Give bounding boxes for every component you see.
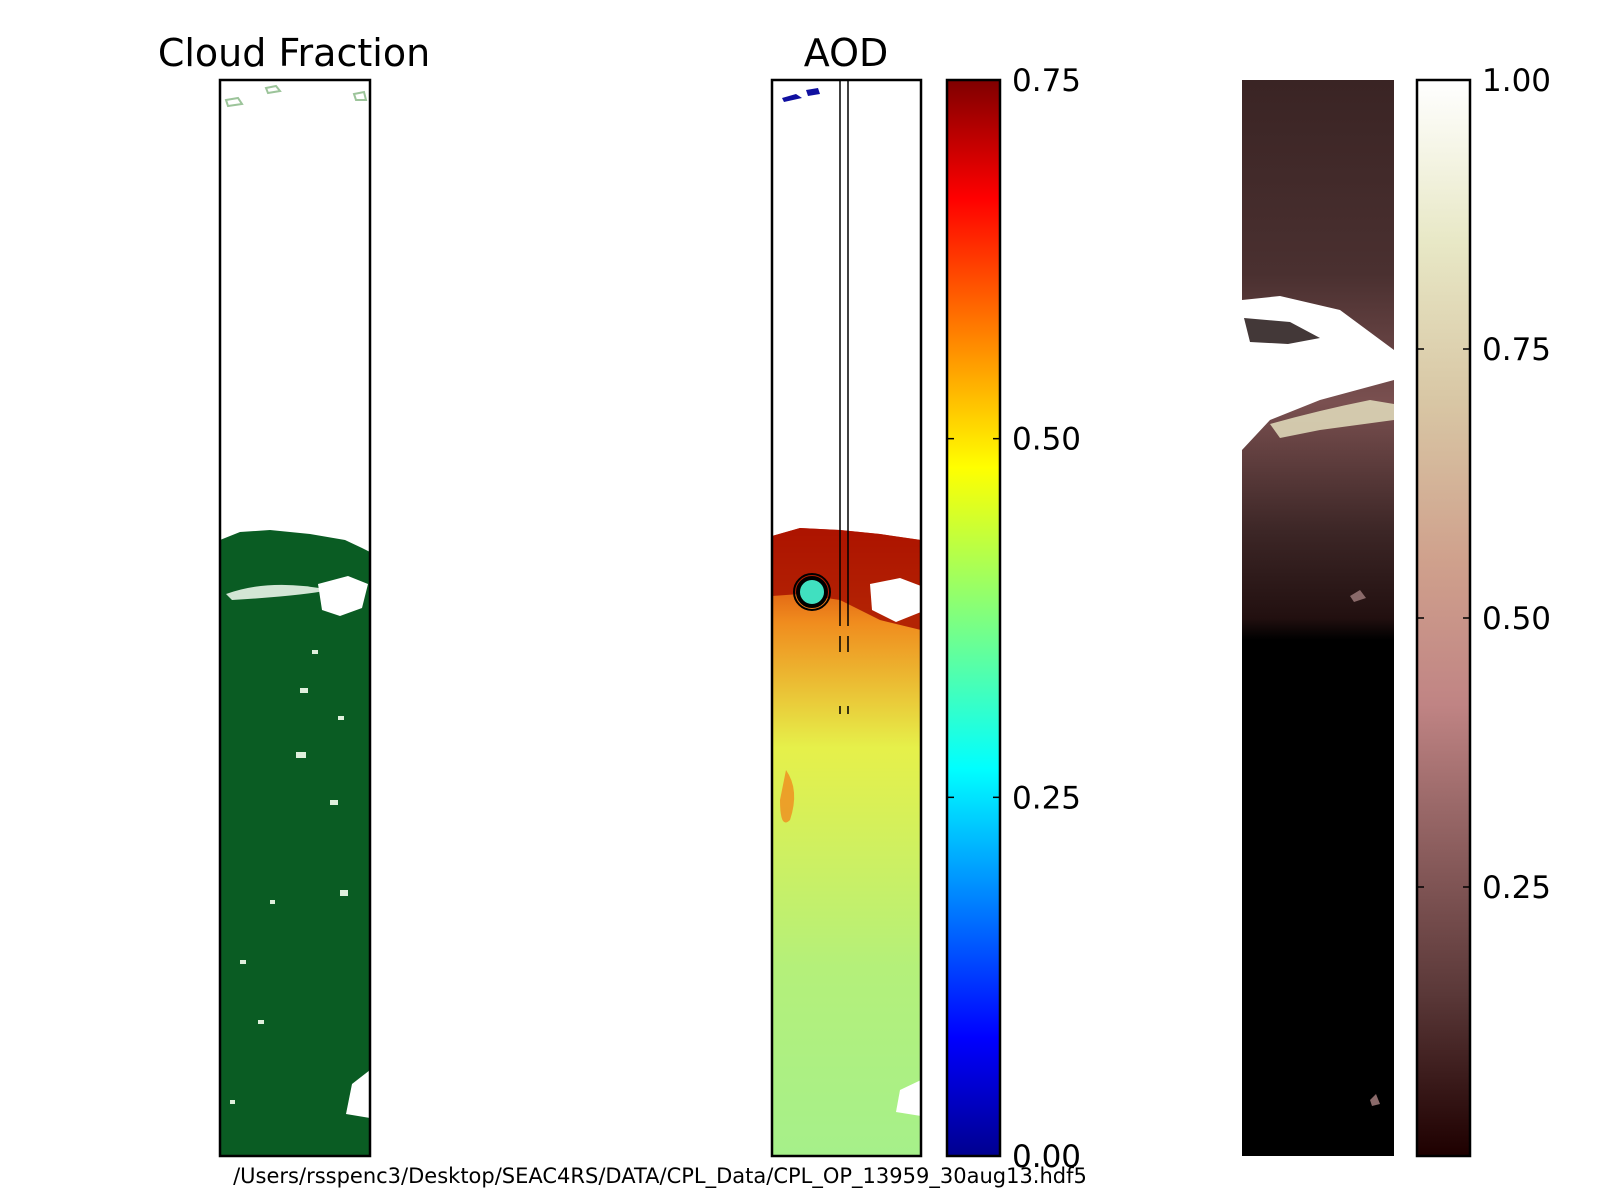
third-colorbar — [1415, 78, 1472, 1158]
third-colorbar-tick-label: 0.75 — [1482, 332, 1551, 368]
aod-colorbar-tick-label: 0.00 — [1012, 1139, 1081, 1175]
aod-axes-frame — [770, 78, 923, 1158]
aod-orange-patch — [780, 770, 795, 823]
third-colorbar-tick-label: 1.00 — [1482, 63, 1551, 99]
aod-cloud-gap — [870, 578, 921, 622]
cloud-fraction-title: Cloud Fraction — [158, 31, 430, 75]
aod-low-spots — [782, 88, 820, 102]
third-colorbar-ticks: 0.25 0.50 0.75 1.00 — [1417, 63, 1551, 906]
aod-colorbar-ticks: 0.00 0.25 0.50 0.75 — [947, 63, 1081, 1175]
third-panel-dark-wisp — [1244, 318, 1320, 344]
third-panel: 0.25 0.50 0.75 1.00 — [1242, 63, 1551, 1158]
cloud-fraction-gap — [318, 576, 368, 616]
third-panel-streak — [1270, 400, 1394, 438]
aod-site-marker — [796, 576, 828, 608]
cloud-fraction-gap-bottom — [346, 1070, 370, 1118]
aod-colorbar-tick-label: 0.75 — [1012, 63, 1081, 99]
aod-title: AOD — [804, 31, 889, 75]
third-colorbar-tick-label: 0.25 — [1482, 870, 1551, 906]
cloud-fraction-field — [220, 530, 370, 1156]
cloud-fraction-axes-frame — [218, 78, 372, 1158]
aod-panel: AOD 0.00 0.25 0.50 0.75 — [770, 31, 1081, 1175]
aod-colorbar — [945, 78, 1002, 1158]
aod-colorbar-tick-label: 0.50 — [1012, 422, 1081, 458]
cloud-fraction-streak — [226, 584, 330, 600]
cloud-fraction-panel: Cloud Fraction — [158, 31, 430, 1158]
cloud-fraction-speckles — [230, 650, 348, 1104]
footer-file-path: /Users/rsspenc3/Desktop/SEAC4RS/DATA/CPL… — [233, 1164, 1087, 1189]
aod-site-marker-ring — [793, 573, 831, 611]
aod-colorbar-tick-label: 0.25 — [1012, 780, 1081, 816]
aod-field — [772, 528, 921, 1156]
third-panel-image — [1242, 80, 1394, 1156]
third-colorbar-tick-label: 0.50 — [1482, 601, 1551, 637]
cloud-fraction-cloud-edges — [224, 84, 368, 108]
aod-track-lines — [839, 80, 849, 714]
aod-gap-bottom — [896, 1080, 921, 1116]
